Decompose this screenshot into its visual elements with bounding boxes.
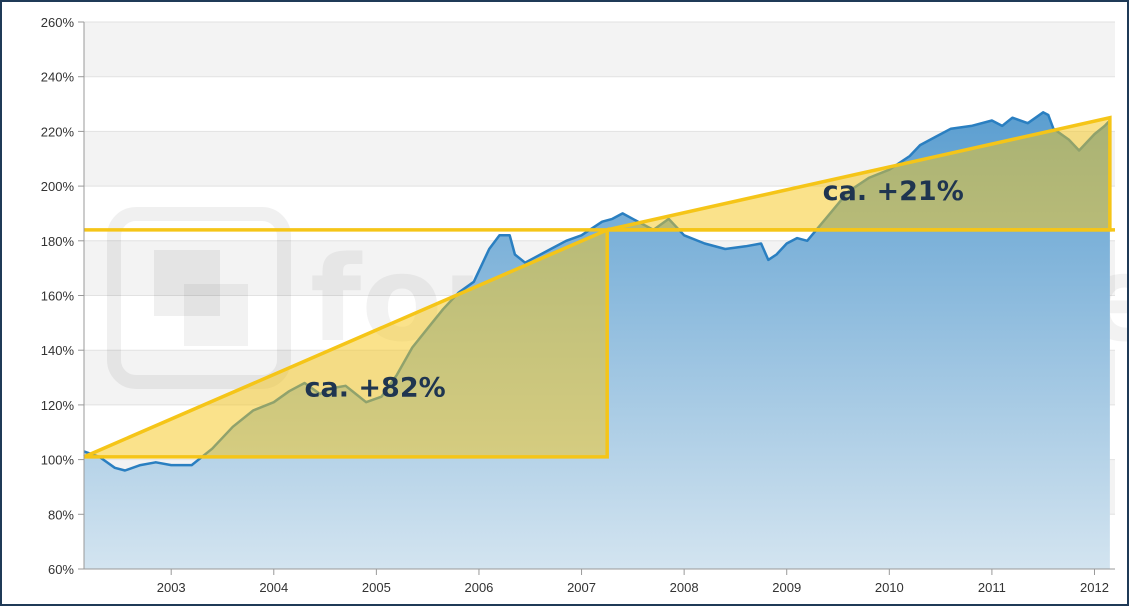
x-tick-label: 2011 xyxy=(978,580,1006,595)
y-tick-label: 240% xyxy=(41,70,75,85)
y-tick-label: 220% xyxy=(41,124,75,139)
annotations: ca. +82% ca. +21% xyxy=(305,176,964,404)
y-tick-label: 160% xyxy=(41,289,75,304)
y-tick-label: 180% xyxy=(41,234,75,249)
x-tick-label: 2007 xyxy=(567,580,596,595)
x-tick-label: 2006 xyxy=(464,580,493,595)
x-tick-label: 2005 xyxy=(362,580,391,595)
y-tick-label: 80% xyxy=(48,507,74,522)
x-tick-label: 2004 xyxy=(259,580,288,595)
y-tick-label: 100% xyxy=(41,453,75,468)
watermark-logo-icon xyxy=(107,207,291,389)
y-tick-label: 140% xyxy=(41,343,75,358)
annotation-label: ca. +82% xyxy=(305,373,446,404)
axes: 60% 80% 100% 120% 140% 160% 180% 200% 220% 240% 26… xyxy=(41,15,1115,595)
x-tick-label: 2008 xyxy=(670,580,699,595)
grid-band xyxy=(84,22,1115,77)
x-tick-label: 2012 xyxy=(1080,580,1109,595)
x-tick-label: 2003 xyxy=(157,580,186,595)
highlight-overlay xyxy=(83,115,1115,459)
y-tick-label: 200% xyxy=(41,179,75,194)
gain-triangle-1 xyxy=(83,227,609,459)
x-tick-label: 2009 xyxy=(772,580,801,595)
annotation-label: ca. +21% xyxy=(823,176,964,207)
y-tick-label: 260% xyxy=(41,15,75,30)
y-tick-label: 120% xyxy=(41,398,75,413)
x-tick-label: 2010 xyxy=(875,580,904,595)
y-tick-label: 60% xyxy=(48,562,74,577)
